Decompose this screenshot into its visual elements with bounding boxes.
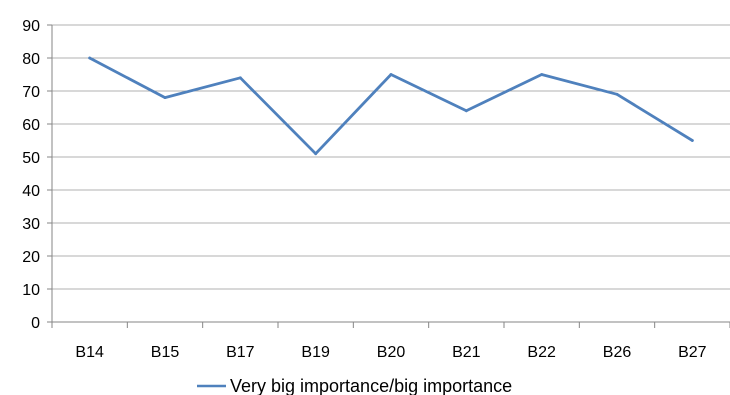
legend: Very big importance/big importance: [197, 376, 512, 395]
x-axis: [51, 25, 730, 328]
x-tick-label: B19: [301, 344, 330, 361]
data-point: [389, 73, 393, 76]
data-point: [615, 92, 619, 96]
gridlines: [52, 24, 730, 290]
x-tick-label: B14: [75, 344, 104, 361]
y-axis-ticks: 0 10 20 30 40 50 60 70 80 90: [22, 18, 52, 332]
legend-label: Very big importance/big importance: [230, 376, 512, 395]
x-tick-label: B17: [226, 344, 255, 361]
series-layer: [88, 56, 694, 156]
data-point: [314, 152, 318, 156]
data-point: [540, 73, 544, 76]
y-tick-label: 30: [22, 216, 40, 233]
y-tick-label: 70: [22, 84, 40, 101]
x-tick-label: B20: [377, 344, 406, 361]
x-tick-label: B21: [452, 344, 481, 361]
data-point: [238, 76, 242, 80]
y-tick-label: 90: [22, 18, 40, 35]
y-tick-label: 10: [22, 282, 40, 299]
x-tick-label: B26: [603, 344, 632, 361]
y-tick-label: 0: [31, 315, 40, 332]
y-tick-label: 20: [22, 249, 40, 266]
y-tick-label: 40: [22, 183, 40, 200]
data-point: [163, 96, 167, 99]
x-tick-label: B15: [151, 344, 180, 361]
data-point: [88, 56, 92, 60]
x-axis-ticks: B14 B15 B17 B19 B20 B21 B22 B26 B27: [75, 344, 706, 361]
y-tick-label: 80: [22, 51, 40, 68]
y-tick-label: 60: [22, 117, 40, 134]
data-point: [690, 139, 694, 142]
x-tick-label: B22: [527, 344, 556, 361]
y-tick-label: 50: [22, 150, 40, 167]
data-point: [464, 109, 468, 113]
x-tick-label: B27: [678, 344, 707, 361]
series-line: [88, 56, 694, 156]
